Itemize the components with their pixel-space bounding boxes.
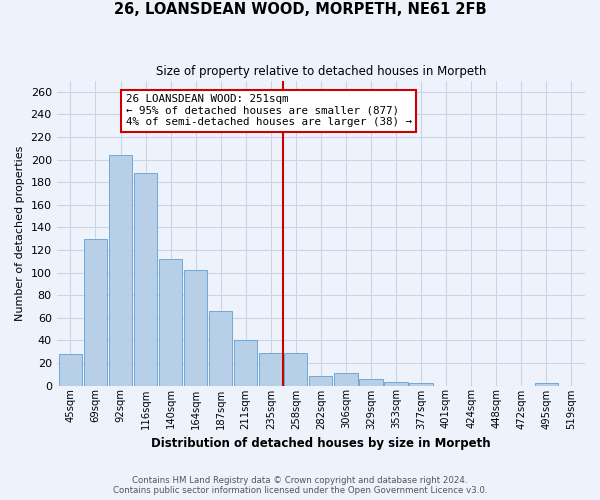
Bar	[259, 353, 283, 386]
Title: Size of property relative to detached houses in Morpeth: Size of property relative to detached ho…	[155, 65, 486, 78]
Bar	[309, 376, 332, 386]
Text: Contains HM Land Registry data © Crown copyright and database right 2024.
Contai: Contains HM Land Registry data © Crown c…	[113, 476, 487, 495]
Bar	[84, 238, 107, 386]
Bar	[59, 354, 82, 386]
Bar	[535, 384, 558, 386]
Text: 26 LOANSDEAN WOOD: 251sqm
← 95% of detached houses are smaller (877)
4% of semi-: 26 LOANSDEAN WOOD: 251sqm ← 95% of detac…	[125, 94, 412, 128]
Bar	[109, 155, 132, 386]
Bar	[284, 353, 307, 386]
Bar	[385, 382, 407, 386]
Bar	[334, 373, 358, 386]
Bar	[159, 259, 182, 386]
Bar	[359, 378, 383, 386]
Bar	[134, 173, 157, 386]
Y-axis label: Number of detached properties: Number of detached properties	[15, 146, 25, 320]
Text: 26, LOANSDEAN WOOD, MORPETH, NE61 2FB: 26, LOANSDEAN WOOD, MORPETH, NE61 2FB	[113, 2, 487, 18]
X-axis label: Distribution of detached houses by size in Morpeth: Distribution of detached houses by size …	[151, 437, 491, 450]
Bar	[234, 340, 257, 386]
Bar	[409, 384, 433, 386]
Bar	[184, 270, 207, 386]
Bar	[209, 311, 232, 386]
